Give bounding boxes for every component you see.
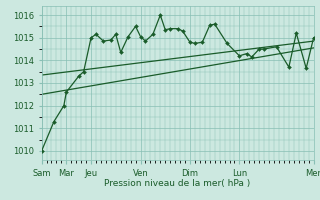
X-axis label: Pression niveau de la mer( hPa ): Pression niveau de la mer( hPa )	[104, 179, 251, 188]
